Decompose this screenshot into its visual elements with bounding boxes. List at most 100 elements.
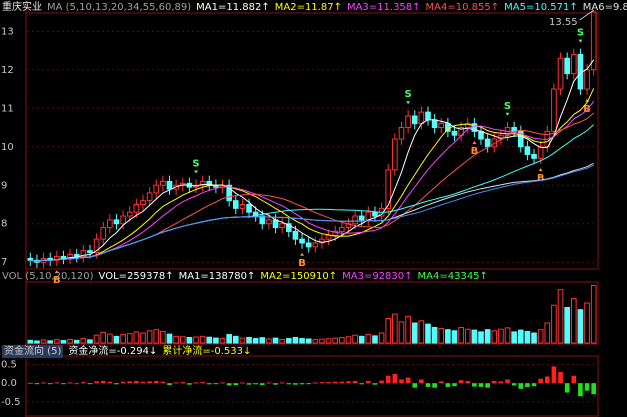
- volume-bar: [478, 331, 484, 344]
- flow-bar: [551, 366, 557, 384]
- flow-bar: [531, 383, 537, 387]
- flow-bar: [346, 381, 351, 384]
- flow-bar: [392, 373, 398, 384]
- flow-header: 资金流向 (5) 资金净流=-0.294↓ 累计净流=-0.533↓: [0, 345, 251, 358]
- candle-body: [146, 192, 153, 202]
- volume-bar: [279, 338, 285, 344]
- volume-bar: [319, 338, 325, 344]
- candle-body: [232, 200, 239, 209]
- flow-bar: [306, 383, 312, 385]
- candle-body: [517, 130, 524, 148]
- flow-bar: [584, 383, 590, 391]
- price-header: 重庆实业 MA (5,10,13,20,34,55,60,89) MA1=11.…: [0, 1, 627, 14]
- signal-label: S: [405, 89, 412, 100]
- y-tick-label: 13: [1, 26, 14, 37]
- candle-body: [319, 238, 325, 244]
- flow-bar: [525, 383, 530, 387]
- ma-line: [30, 88, 595, 262]
- flow-bar: [259, 383, 265, 386]
- volume-bar: [372, 335, 378, 344]
- flow-bar: [160, 381, 166, 384]
- candle-body: [160, 180, 166, 186]
- volume-bar: [425, 323, 431, 344]
- flow-label: 资金流向 (5): [2, 345, 64, 358]
- flow-bar: [293, 383, 298, 385]
- flow-bar: [405, 377, 411, 384]
- flow-bar: [505, 379, 510, 384]
- volume-bar: [47, 340, 54, 344]
- flow-bar: [458, 380, 464, 384]
- volume-bar: [199, 335, 206, 344]
- volume-bar: [67, 338, 73, 344]
- candle-body: [27, 257, 34, 261]
- candle-body: [557, 57, 564, 90]
- candle-body: [100, 227, 107, 240]
- candle-body: [590, 11, 597, 71]
- legend-entry: MA2=11.87↑: [274, 2, 342, 13]
- flow-bar: [81, 382, 86, 384]
- flow-bar: [114, 383, 119, 385]
- flow-bar: [253, 383, 258, 385]
- ma-line: [30, 59, 595, 262]
- flow-bar: [366, 380, 371, 384]
- volume-bar: [339, 337, 345, 344]
- signal-label: S: [504, 101, 511, 112]
- flow-bar: [240, 382, 245, 384]
- flow-bar: [187, 383, 192, 385]
- flow-bar: [465, 380, 471, 384]
- volume-bar: [531, 332, 537, 344]
- flow-bar: [385, 375, 391, 384]
- flow-bar: [425, 383, 431, 387]
- signal-arrow: [194, 170, 199, 174]
- candle-body: [398, 127, 405, 140]
- candle-body: [60, 255, 67, 259]
- flow-bar: [558, 371, 563, 384]
- candle-body: [537, 146, 544, 159]
- candle-body: [385, 169, 392, 209]
- candle-body: [120, 215, 126, 225]
- candle-body: [259, 215, 266, 225]
- signal-arrow: [538, 168, 543, 172]
- volume-bar: [537, 329, 544, 344]
- volume-bar: [146, 330, 153, 344]
- candle-body: [285, 223, 292, 232]
- candle-body: [80, 250, 87, 257]
- flow-bar: [352, 380, 358, 384]
- volume-bar: [54, 339, 60, 344]
- candle-body: [438, 123, 445, 129]
- flow-bar: [67, 382, 73, 384]
- legend-entry: MA1=138780↑: [178, 271, 256, 282]
- signal-arrow: [505, 112, 510, 116]
- candle-body: [113, 219, 120, 225]
- signal-label: B: [298, 258, 306, 269]
- flow-bar: [220, 382, 225, 384]
- volume-bar: [206, 336, 213, 344]
- flow-bar: [153, 380, 159, 384]
- volume-bar: [133, 331, 140, 344]
- candle-body: [266, 219, 272, 225]
- volume-bar: [451, 330, 458, 344]
- candle-body: [305, 242, 312, 248]
- volume-bar: [524, 330, 531, 344]
- legend-entry: MA3=11.358↑: [346, 2, 421, 13]
- flow-bar: [279, 382, 285, 384]
- y-tick-label: 9: [1, 180, 7, 191]
- signal-label: S: [577, 28, 584, 39]
- candle-body: [325, 234, 332, 240]
- volume-bar: [544, 322, 551, 344]
- ma-line: [30, 164, 594, 262]
- flow-bar: [193, 382, 199, 384]
- flow-bar: [452, 383, 457, 387]
- legend-entry: 累计净流=-0.533↓: [162, 346, 252, 357]
- flow-bar: [180, 382, 186, 384]
- candle-body: [299, 238, 305, 244]
- legend-entry: MA5=10.571↑: [504, 2, 578, 13]
- y-tick-label: 7: [1, 257, 7, 268]
- volume-bar: [113, 335, 120, 344]
- y-tick-label: 8: [1, 219, 7, 230]
- flow-bar: [266, 382, 272, 384]
- flow-bar: [286, 383, 292, 385]
- legend-entry: MA3=92830↑: [342, 271, 413, 282]
- legend-entry: MA2=150910↑: [260, 271, 338, 282]
